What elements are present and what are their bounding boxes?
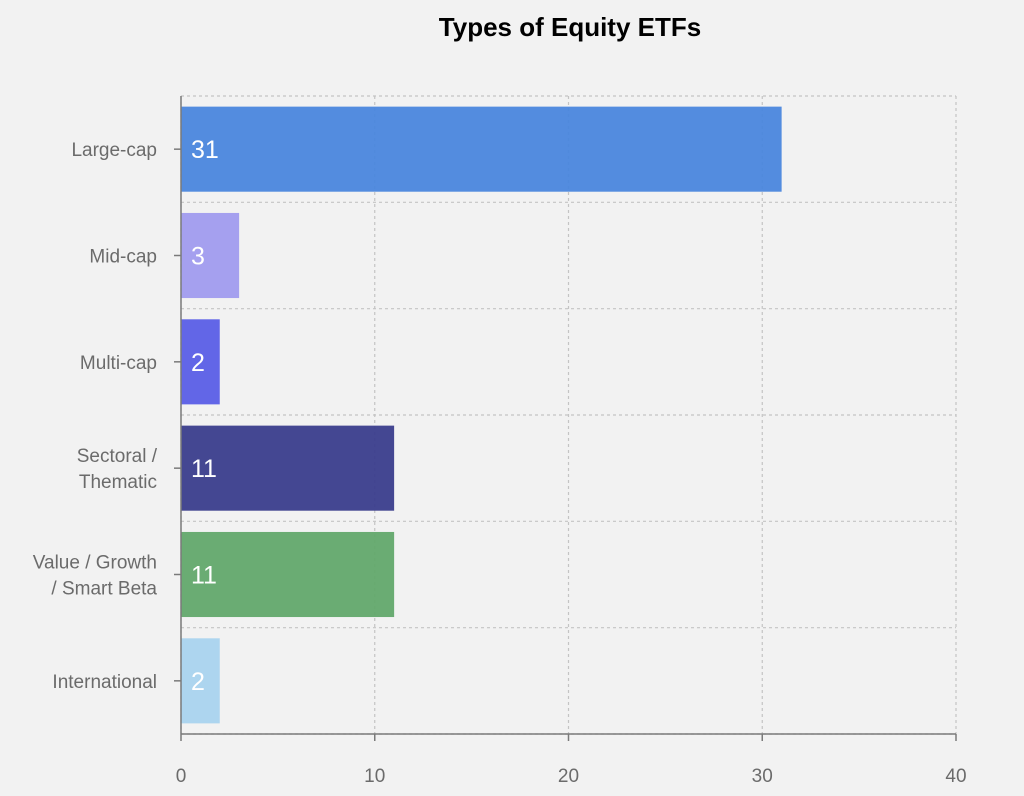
bar bbox=[181, 319, 220, 405]
bar bbox=[181, 106, 782, 192]
data-label: 31 bbox=[191, 136, 219, 164]
y-tick-label: International bbox=[52, 672, 157, 693]
x-tick-label: 40 bbox=[945, 766, 966, 787]
bar bbox=[181, 212, 240, 299]
x-tick-label: 30 bbox=[752, 766, 773, 787]
y-tick-label: Multi-cap bbox=[80, 353, 157, 374]
y-tick-label: Sectoral / Thematic bbox=[77, 446, 158, 493]
bar bbox=[181, 638, 220, 724]
y-tick-label: Large-cap bbox=[71, 140, 157, 161]
data-label: 2 bbox=[191, 349, 205, 377]
data-label: 11 bbox=[191, 455, 217, 483]
data-label: 2 bbox=[191, 668, 205, 696]
data-label: 3 bbox=[191, 243, 205, 271]
bar bbox=[181, 425, 395, 511]
y-tick-label: Value / Growth / Smart Beta bbox=[33, 553, 158, 600]
x-tick-label: 20 bbox=[558, 766, 579, 787]
data-label: 11 bbox=[191, 562, 217, 590]
x-tick-label: 10 bbox=[364, 766, 385, 787]
y-tick-label: Mid-cap bbox=[89, 247, 157, 268]
bar bbox=[181, 531, 395, 618]
x-tick-label: 0 bbox=[176, 766, 187, 787]
chart-title: Types of Equity ETFs bbox=[438, 12, 702, 42]
